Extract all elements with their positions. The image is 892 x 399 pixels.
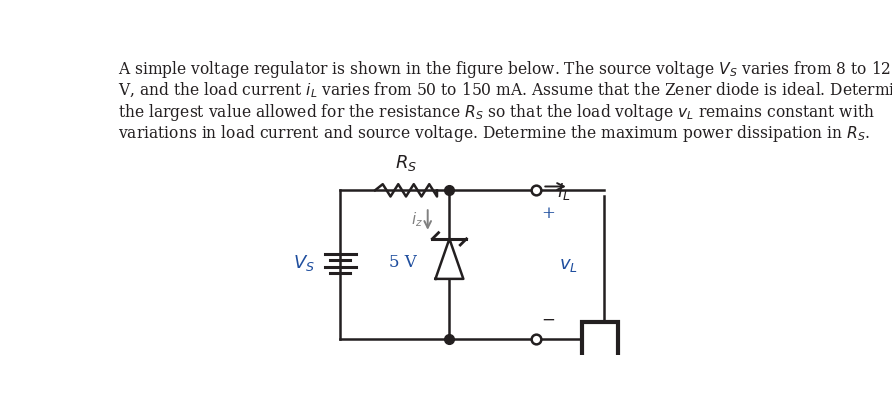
Text: the largest value allowed for the resistance $R_S$ so that the load voltage $v_L: the largest value allowed for the resist… [118, 102, 874, 123]
Text: $i_z$: $i_z$ [411, 211, 423, 229]
Text: $V_S$: $V_S$ [293, 253, 316, 273]
Text: $R_S$: $R_S$ [395, 153, 417, 174]
Text: variations in load current and source voltage. Determine the maximum power dissi: variations in load current and source vo… [118, 123, 870, 144]
Text: −: − [541, 312, 556, 329]
Text: +: + [541, 205, 556, 222]
Text: A simple voltage regulator is shown in the figure below. The source voltage $V_S: A simple voltage regulator is shown in t… [118, 59, 891, 80]
Text: 5 V: 5 V [389, 254, 417, 271]
Text: $i_L$: $i_L$ [557, 181, 570, 202]
Text: $v_L$: $v_L$ [559, 256, 578, 274]
Bar [582, 322, 617, 399]
Text: V, and the load current $i_L$ varies from 50 to 150 mA. Assume that the Zener di: V, and the load current $i_L$ varies fro… [118, 80, 892, 100]
